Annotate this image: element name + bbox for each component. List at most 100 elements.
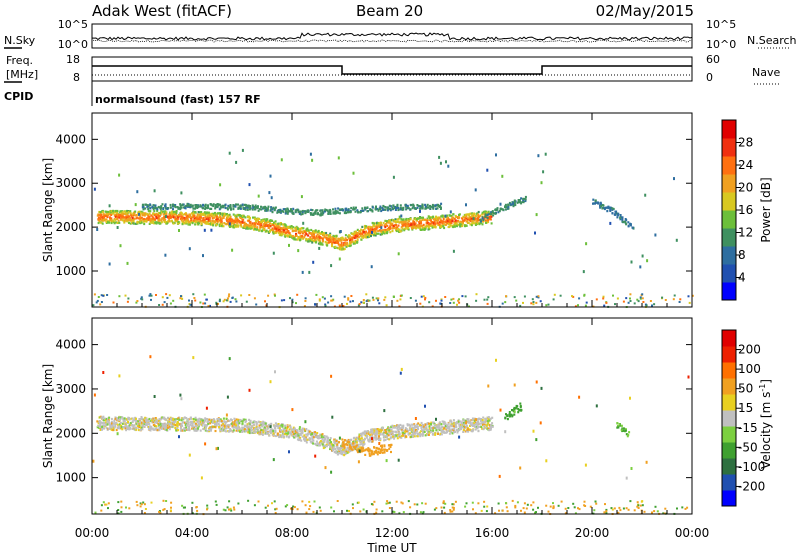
range-gate-cell [431, 305, 434, 308]
range-gate-cell [468, 213, 471, 216]
range-gate-cell [389, 231, 392, 234]
range-gate-cell [410, 428, 413, 431]
range-gate-cell [414, 299, 417, 302]
range-gate-cell [233, 226, 236, 229]
range-gate-cell [204, 216, 207, 219]
range-gate-cell [266, 427, 269, 430]
range-gate-cell [243, 430, 245, 433]
range-gate-cell [300, 227, 303, 230]
range-gate-cell [390, 431, 393, 434]
range-gate-cell [402, 433, 405, 436]
range-gate-cell [343, 211, 346, 215]
range-gate-cell [434, 423, 436, 426]
range-gate-cell [476, 418, 479, 421]
range-gate-cell [474, 423, 477, 426]
range-gate-cell [379, 439, 382, 442]
range-gate-cell [629, 300, 632, 302]
range-gate-cell [279, 223, 281, 226]
range-gate-cell [396, 424, 399, 427]
range-gate-cell [187, 421, 190, 424]
range-gate-cell [286, 228, 288, 231]
range-gate-cell [597, 202, 600, 205]
range-gate-cell [214, 211, 216, 215]
range-gate-cell [172, 208, 174, 211]
range-gate-cell [331, 245, 333, 248]
range-gate-cell [204, 204, 207, 207]
range-gate-cell [452, 213, 455, 216]
range-gate-cell [392, 435, 395, 438]
range-gate-cell [149, 425, 151, 428]
range-gate-cell [232, 429, 235, 432]
range-gate-cell [322, 234, 324, 237]
range-gate-cell [161, 424, 164, 427]
range-gate-cell [370, 209, 372, 212]
range-gate-cell [129, 210, 132, 213]
range-gate-cell [400, 221, 403, 224]
range-gate-cell [108, 416, 111, 419]
range-gate-cell [199, 204, 202, 207]
range-gate-cell [595, 298, 598, 301]
range-gate-cell [445, 223, 447, 226]
range-gate-cell [272, 434, 275, 437]
range-gate-cell [266, 209, 269, 212]
range-gate-cell [414, 207, 417, 210]
range-gate-cell [383, 298, 386, 301]
range-gate-cell [407, 218, 410, 221]
range-gate-cell [263, 219, 265, 222]
range-gate-cell [553, 293, 556, 296]
range-gate-cell [221, 205, 224, 208]
range-gate-cell [281, 232, 284, 235]
range-gate-cell [317, 230, 320, 233]
range-gate-cell [179, 429, 182, 432]
range-gate-cell [195, 423, 197, 426]
range-gate-cell [175, 429, 178, 432]
range-gate-cell [236, 218, 239, 222]
range-gate-cell [245, 300, 248, 303]
range-gate-cell [320, 212, 323, 215]
range-gate-cell [361, 233, 364, 236]
range-gate-cell [345, 243, 348, 246]
range-gate-cell [180, 295, 182, 298]
range-gate-cell [332, 212, 335, 215]
range-gate-cell [611, 207, 614, 210]
range-gate-cell [449, 224, 452, 227]
range-gate-cell [419, 207, 422, 210]
range-gate-cell [155, 425, 158, 428]
range-gate-cell [472, 214, 475, 218]
range-gate-cell [523, 295, 526, 298]
range-gate-cell [265, 223, 268, 226]
range-gate-cell [319, 214, 322, 217]
range-gate-cell [145, 420, 148, 424]
range-gate-cell [514, 203, 517, 207]
range-gate-cell [388, 429, 391, 432]
range-gate-cell [416, 425, 419, 429]
range-gate-cell [237, 423, 240, 427]
range-gate-cell [226, 222, 229, 225]
range-gate-cell [336, 453, 339, 456]
range-gate-cell [448, 225, 451, 228]
range-gate-cell [118, 173, 121, 177]
range-gate-cell [101, 222, 104, 225]
range-gate-cell [196, 221, 199, 224]
range-gate-cell [276, 211, 279, 214]
range-gate-cell [355, 441, 358, 444]
range-gate-cell [127, 421, 129, 424]
range-gate-cell [241, 420, 244, 423]
range-gate-cell [445, 425, 447, 428]
range-gate-cell [182, 220, 185, 223]
range-gate-cell [445, 160, 447, 164]
range-gate-cell [241, 221, 244, 224]
range-gate-cell [204, 214, 207, 218]
range-gate-cell [594, 200, 597, 203]
range-gate-cell [299, 438, 301, 441]
range-gate-cell [156, 221, 159, 224]
range-gate-cell [245, 430, 248, 433]
range-gate-cell [437, 223, 440, 227]
range-gate-cell [330, 299, 333, 302]
range-gate-cell [182, 421, 185, 424]
range-gate-cell [162, 213, 165, 216]
range-gate-cell [540, 181, 543, 185]
range-gate-cell [144, 207, 147, 210]
range-gate-cell [395, 229, 398, 233]
range-gate-cell [114, 423, 117, 426]
